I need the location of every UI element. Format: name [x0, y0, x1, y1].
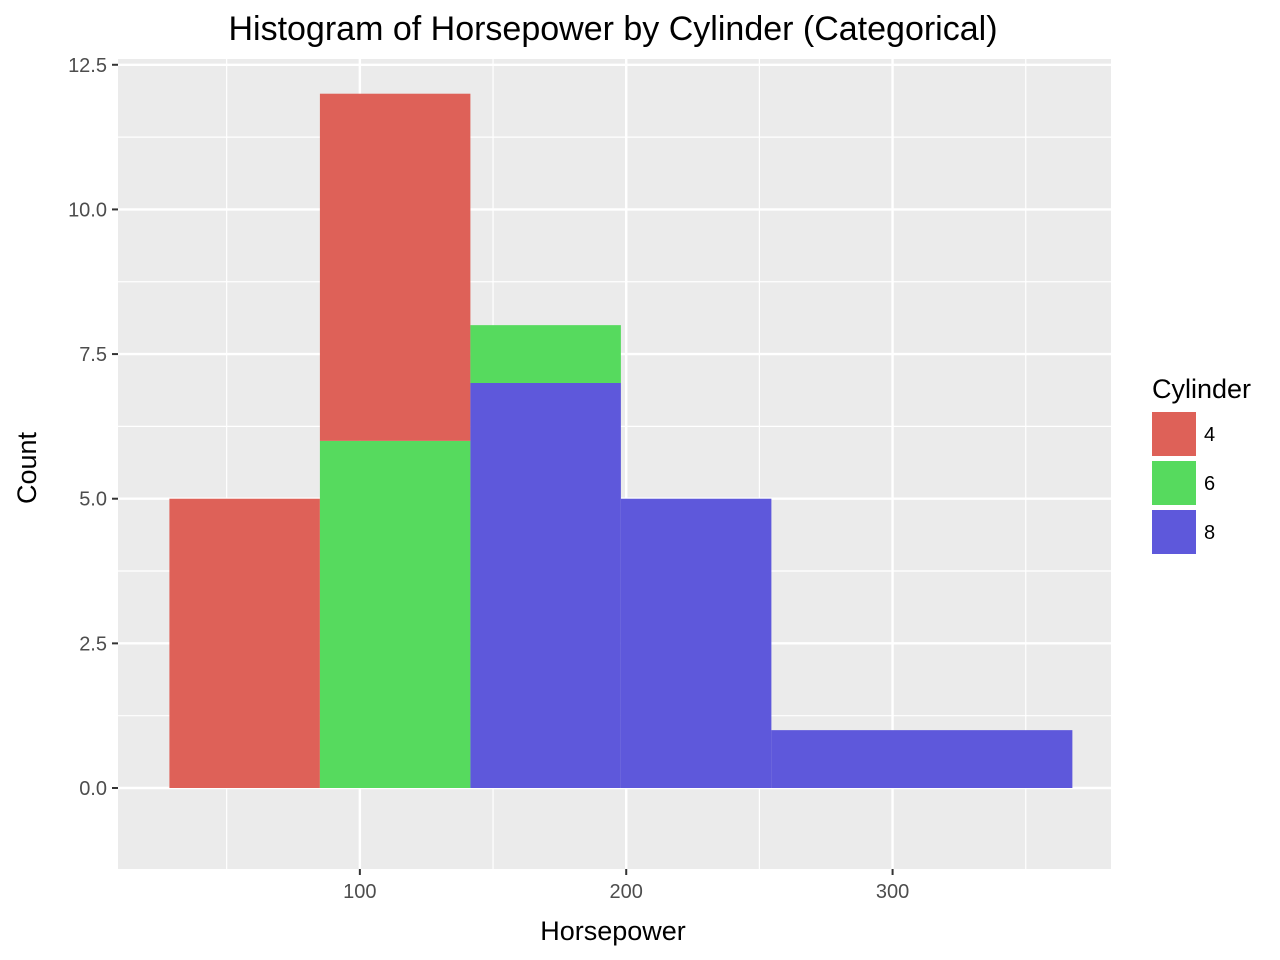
legend-label-4: 4: [1204, 424, 1215, 446]
legend-title: Cylinder: [1152, 374, 1251, 404]
axes-group: 100 200 300 0.0 2.5 5.0 7.5 10.0 12.5: [68, 55, 909, 903]
bar-bin-0-cyl-4: [169, 498, 320, 788]
y-tick-label-3: 7.5: [79, 344, 107, 366]
legend-key-8: [1152, 510, 1196, 554]
y-tick-label-1: 2.5: [79, 633, 107, 655]
y-tick-label-2: 5.0: [79, 489, 107, 511]
bars-group: [169, 93, 1073, 788]
y-axis-title: Count: [12, 431, 42, 504]
chart-title: Histogram of Horsepower by Cylinder (Cat…: [228, 10, 997, 48]
x-axis-title: Horsepower: [540, 916, 686, 946]
bar-bin-1-cyl-6: [319, 440, 471, 788]
y-tick-label-0: 0.0: [79, 778, 107, 800]
bar-bin-4-cyl-8: [771, 730, 1073, 788]
x-tick-label-2: 300: [876, 881, 909, 903]
bar-bin-3-cyl-8: [620, 498, 772, 788]
legend-label-6: 6: [1204, 473, 1215, 495]
x-tick-label-0: 100: [343, 881, 376, 903]
x-tick-label-1: 200: [610, 881, 643, 903]
bar-bin-1-cyl-4: [319, 93, 471, 441]
legend-key-4: [1152, 412, 1196, 456]
bar-bin-2-cyl-6: [470, 325, 621, 383]
legend-key-6: [1152, 461, 1196, 505]
y-tick-label-5: 12.5: [68, 55, 107, 77]
bar-bin-2-cyl-8: [470, 383, 621, 788]
legend: Cylinder 4 6 8: [1152, 374, 1251, 554]
legend-label-8: 8: [1204, 522, 1215, 544]
y-tick-label-4: 10.0: [68, 199, 107, 221]
